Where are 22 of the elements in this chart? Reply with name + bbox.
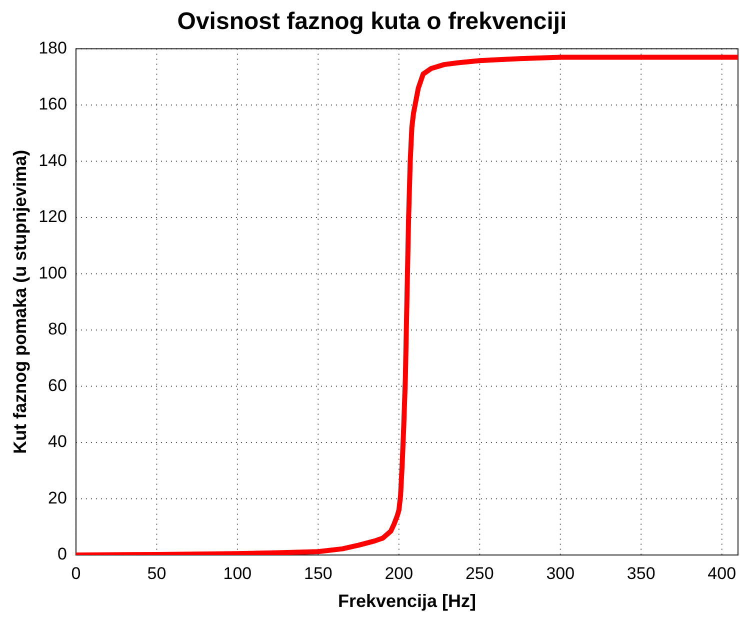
x-tick-label: 250 <box>465 564 494 583</box>
x-tick-label: 200 <box>384 564 414 583</box>
y-tick-label: 100 <box>38 263 67 282</box>
y-tick-label: 80 <box>48 320 67 339</box>
x-tick-label: 50 <box>147 564 166 583</box>
y-tick-label: 180 <box>38 38 67 58</box>
x-tick-label: 300 <box>546 564 575 583</box>
y-tick-label: 20 <box>48 488 67 508</box>
x-tick-label: 100 <box>223 564 252 583</box>
x-axis-title: Frekvencija [Hz] <box>338 591 476 612</box>
y-axis-title: Kut faznog pomaka (u stupnjevima) <box>10 150 30 454</box>
x-tick-label: 150 <box>304 564 332 583</box>
y-tick-label: 160 <box>38 94 67 114</box>
y-tick-label: 40 <box>48 432 67 452</box>
x-tick-label: 400 <box>708 564 736 583</box>
y-tick-label: 140 <box>38 150 67 170</box>
y-tick-label: 120 <box>38 207 67 226</box>
y-tick-label: 0 <box>57 544 67 564</box>
x-tick-label: 0 <box>71 564 81 583</box>
y-tick-label: 60 <box>48 376 67 395</box>
x-tick-label: 350 <box>626 564 656 583</box>
chart-title: Ovisnost faznog kuta o frekvenciji <box>177 8 567 36</box>
